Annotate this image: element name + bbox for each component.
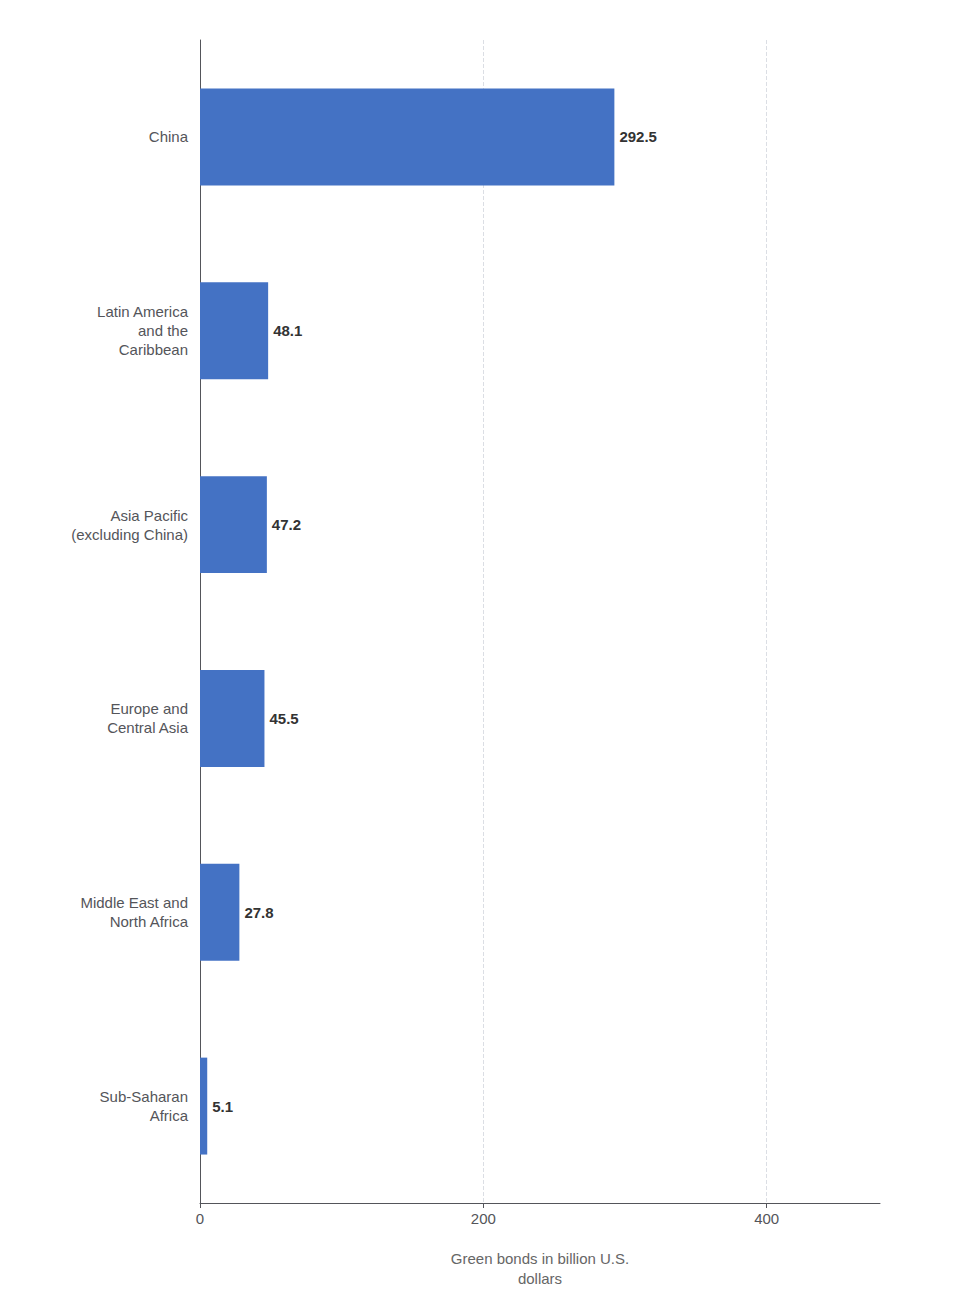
svg-text:200: 200: [471, 1210, 496, 1227]
svg-text:and the: and the: [138, 322, 188, 339]
svg-text:North Africa: North Africa: [110, 913, 189, 930]
svg-text:Middle East and: Middle East and: [80, 894, 188, 911]
svg-text:48.1: 48.1: [273, 322, 302, 339]
svg-text:Central Asia: Central Asia: [107, 719, 189, 736]
svg-text:Sub-Saharan: Sub-Saharan: [100, 1088, 188, 1105]
svg-text:47.2: 47.2: [272, 516, 301, 533]
svg-text:Europe and: Europe and: [110, 700, 188, 717]
svg-text:0: 0: [196, 1210, 204, 1227]
svg-text:Asia Pacific: Asia Pacific: [110, 507, 188, 524]
svg-text:Latin America: Latin America: [97, 303, 189, 320]
svg-text:5.1: 5.1: [212, 1098, 233, 1115]
svg-text:dollars: dollars: [518, 1270, 562, 1287]
svg-text:China: China: [149, 128, 189, 145]
svg-text:45.5: 45.5: [269, 710, 298, 727]
svg-text:400: 400: [754, 1210, 779, 1227]
svg-text:Caribbean: Caribbean: [119, 341, 188, 358]
svg-text:Africa: Africa: [150, 1107, 189, 1124]
svg-text:Green bonds in billion U.S.: Green bonds in billion U.S.: [451, 1250, 629, 1267]
svg-text:27.8: 27.8: [244, 904, 273, 921]
svg-text:292.5: 292.5: [619, 128, 657, 145]
svg-text:(excluding China): (excluding China): [71, 526, 188, 543]
